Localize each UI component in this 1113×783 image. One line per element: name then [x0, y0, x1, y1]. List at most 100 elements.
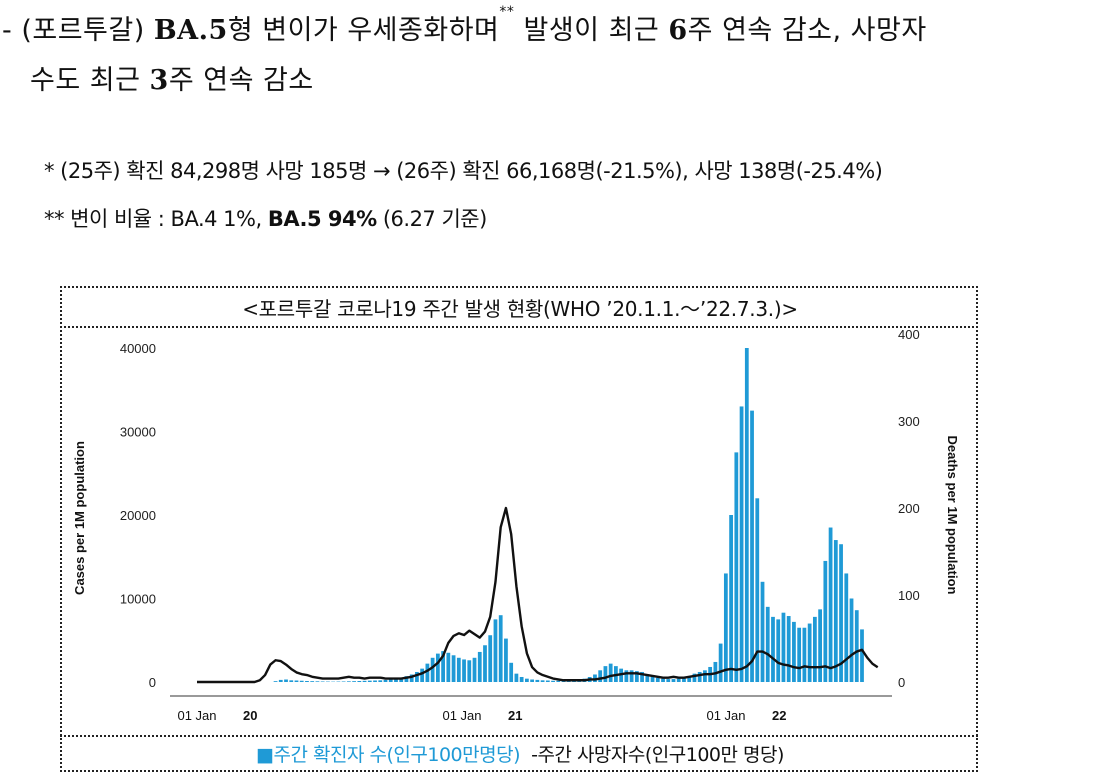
cases-bar	[551, 680, 555, 682]
cases-bar	[771, 616, 775, 682]
cases-bar	[608, 663, 613, 682]
cases-bar	[755, 498, 760, 682]
cases-bar	[645, 674, 650, 682]
right-tick-label: 400	[898, 330, 920, 342]
right-tick-label: 200	[898, 501, 920, 516]
cases-bar	[530, 679, 534, 682]
deaths-line	[197, 506, 879, 684]
right-tick-label: 300	[898, 414, 920, 429]
cases-bar	[415, 671, 419, 682]
cases-bar	[498, 615, 503, 682]
cases-bar	[352, 681, 356, 682]
left-tick-label: 40000	[120, 341, 156, 356]
cases-bar	[666, 679, 671, 682]
cases-bar	[477, 651, 482, 682]
x-tick-label: 01 Jan	[442, 708, 481, 723]
heading-line-2: 수도 최근 3주 연속 감소	[30, 58, 314, 97]
cases-bar	[373, 680, 377, 682]
cases-bar	[462, 659, 466, 682]
x-tick-year: 21	[508, 708, 522, 723]
weekly-cases-deaths-chart: 0 10000 20000 30000 40000 0 100 200 300 400 01 J…	[72, 330, 960, 723]
cases-bar	[310, 681, 315, 682]
footnote-marker: **	[499, 4, 515, 20]
footnote-2-bold: BA.5 94%	[267, 207, 377, 231]
cases-bar	[284, 679, 288, 682]
right-tick-label: 100	[898, 588, 920, 603]
cases-bar	[367, 680, 372, 682]
cases-bar	[687, 676, 692, 682]
footnote-2-suffix: (6.27 기준)	[376, 207, 487, 231]
x-axis-ticks: 01 Jan 20 01 Jan 21 01 Jan 22	[177, 708, 786, 723]
cases-bar	[833, 540, 838, 682]
variant-name: BA.5	[153, 15, 228, 46]
x-tick-label: 01 Jan	[706, 708, 745, 723]
cases-bar	[446, 652, 451, 682]
cases-bar	[797, 627, 802, 682]
footnote-2: ** 변이 비율 : BA.4 1%, BA.5 94% (6.27 기준)	[44, 203, 487, 233]
cases-bar	[341, 681, 346, 682]
cases-bar	[430, 657, 435, 682]
caption-box	[60, 286, 978, 328]
heading-prefix: - (포르투갈)	[2, 15, 154, 46]
cases-bar	[435, 653, 440, 682]
cases-bar	[320, 681, 325, 682]
cases-bar	[697, 671, 702, 682]
cases-bar	[739, 406, 744, 682]
cases-bar	[624, 670, 629, 682]
right-tick-label: 0	[898, 675, 905, 690]
legend-box	[60, 735, 978, 772]
legend-cases: ■주간 확진자 수(인구100만명당)	[256, 744, 520, 766]
cases-bar	[781, 612, 786, 682]
cases-bar	[519, 676, 524, 682]
cases-bar	[603, 666, 608, 682]
cases-bar	[504, 638, 508, 682]
cases-bar	[844, 573, 849, 682]
cases-bar	[388, 679, 393, 682]
cases-bar	[786, 616, 791, 682]
cases-bar	[640, 671, 644, 682]
cases-bar	[273, 681, 278, 682]
cases-bar	[734, 452, 739, 683]
figure-caption: <포르투갈 코로나19 주간 발생 현황(WHO ’20.1.1.～’22.7.…	[242, 297, 798, 321]
cases-bars	[273, 348, 864, 683]
cases-bar	[765, 606, 770, 682]
cases-bar	[346, 681, 351, 682]
cases-bar	[545, 680, 550, 682]
left-tick-label: 30000	[120, 425, 156, 440]
heading-line2-start: 수도 최근	[30, 65, 150, 96]
heading-line2-end: 주 연속 감소	[168, 65, 314, 96]
cases-bar	[860, 629, 864, 682]
cases-bar	[378, 680, 383, 682]
heading-after-marker: 발생이 최근	[514, 15, 669, 46]
cases-bar	[362, 680, 367, 682]
cases-bar	[661, 678, 665, 682]
weeks-cases: 6	[668, 15, 688, 46]
cases-bar	[629, 670, 634, 682]
cases-bar	[650, 676, 655, 682]
right-axis-ticks: 0 100 200 300 400	[898, 330, 920, 690]
cases-bar	[792, 621, 796, 682]
heading-end: 주 연속 감소, 사망자	[687, 15, 927, 46]
cases-bar	[472, 657, 477, 682]
cases-bar	[493, 619, 498, 683]
cases-bar	[823, 560, 828, 682]
cases-bar	[467, 660, 472, 682]
footnote-2-prefix: ** 변이 비율 : BA.4 1%,	[44, 207, 268, 231]
cases-bar	[828, 527, 833, 682]
heading-line-1: - (포르투갈) BA.5형 변이가 우세종화하며** 발생이 최근 6주 연속…	[2, 4, 927, 47]
left-axis-ticks: 0 10000 20000 30000 40000	[120, 341, 156, 690]
cases-bar	[655, 677, 660, 682]
cases-bar	[760, 581, 765, 682]
cases-bar	[729, 515, 733, 682]
cases-bar	[399, 677, 404, 682]
cases-bar	[535, 679, 540, 682]
x-tick-label: 01 Jan	[177, 708, 216, 723]
cases-bar	[703, 670, 707, 682]
x-tick-year: 22	[772, 708, 786, 723]
cases-bar	[404, 676, 409, 682]
cases-bar	[488, 635, 493, 682]
x-tick-year: 20	[243, 708, 257, 723]
left-tick-label: 10000	[120, 592, 156, 607]
cases-bar	[509, 662, 514, 682]
footnote-1: * (25주) 확진 84,298명 사망 185명 → (26주) 확진 66…	[44, 159, 883, 183]
